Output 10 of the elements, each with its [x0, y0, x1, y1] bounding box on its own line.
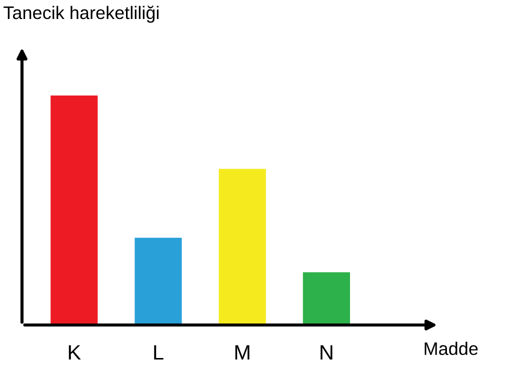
bar — [218, 168, 266, 325]
x-tick-label: L — [154, 345, 164, 360]
y-axis-title: Tanecik hareketliliği — [4, 6, 159, 23]
x-tick-label: M — [235, 345, 250, 360]
x-tick-label: K — [68, 345, 81, 360]
bar — [302, 272, 350, 325]
x-tick-label: N — [320, 345, 332, 360]
bar — [50, 95, 98, 325]
bar — [134, 238, 182, 325]
x-axis-title: Madde — [424, 342, 478, 356]
